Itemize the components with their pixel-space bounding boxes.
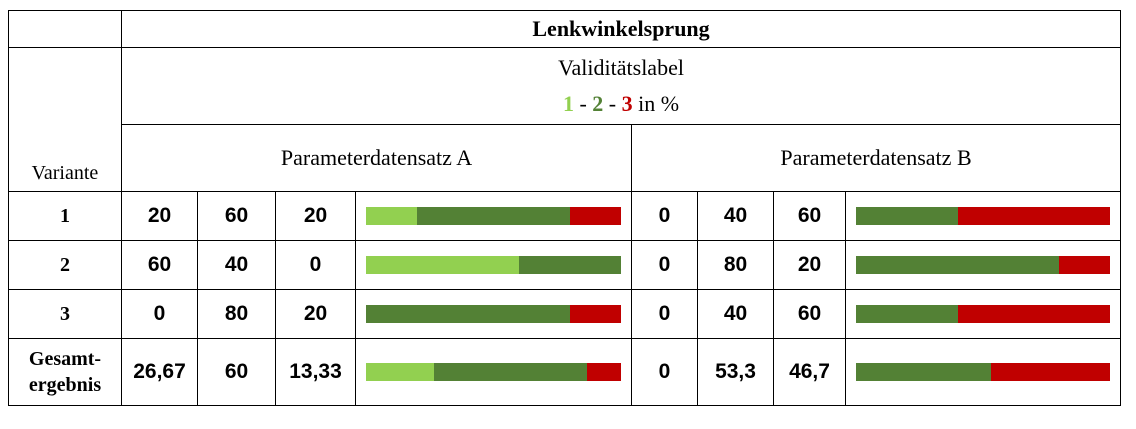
row-label: 3: [8, 289, 122, 339]
value-label-3: 46,7: [773, 338, 846, 406]
table-title: Lenkwinkelsprung: [120, 10, 1122, 48]
bar-segment-label-2: [856, 256, 1060, 274]
param-set-b-header: Parameterdatensatz B: [630, 124, 1122, 192]
distribution-bar: [856, 305, 1111, 323]
value-label-2: 60: [197, 191, 276, 241]
row-label: 2: [8, 240, 122, 290]
variant-header: Variante: [8, 47, 122, 192]
value-label-2: 80: [197, 289, 276, 339]
row-label-total: Gesamt- ergebnis: [8, 338, 122, 406]
value-label-1: 20: [121, 191, 198, 241]
value-label-2: 40: [697, 289, 774, 339]
distribution-bar-cell: [355, 338, 632, 406]
value-label-3: 0: [275, 240, 356, 290]
bar-segment-label-2: [519, 256, 621, 274]
value-label-3: 13,33: [275, 338, 356, 406]
bar-segment-label-3: [570, 207, 621, 225]
bar-segment-label-3: [570, 305, 621, 323]
value-label-1: 0: [631, 240, 698, 290]
legend-label-2: 2: [592, 91, 604, 116]
validity-label-header: Validitätslabel 1 - 2 - 3 in %: [120, 47, 1122, 125]
legend-label-1: 1: [562, 91, 574, 116]
row-label: 1: [8, 191, 122, 241]
bar-segment-label-3: [991, 363, 1111, 381]
validity-table: Lenkwinkelsprung Variante Validitätslabe…: [8, 10, 1122, 406]
value-label-1: 0: [121, 289, 198, 339]
legend-suffix: in %: [632, 91, 680, 116]
bar-segment-label-3: [957, 207, 1111, 225]
distribution-bar-cell: [355, 240, 632, 290]
bar-segment-label-2: [856, 207, 958, 225]
distribution-bar: [366, 363, 621, 381]
distribution-bar-cell: [844, 191, 1122, 241]
legend-sep-1: -: [573, 91, 593, 116]
value-label-3: 20: [773, 240, 846, 290]
table-row: 1 20 60 20 0 40 60: [8, 191, 1122, 241]
value-label-3: 60: [773, 289, 846, 339]
corner-cell: [8, 10, 122, 48]
bar-segment-label-1: [366, 207, 417, 225]
bar-segment-label-3: [587, 363, 621, 381]
value-label-1: 26,67: [121, 338, 198, 406]
legend-label-3: 3: [621, 91, 633, 116]
table-row-total: Gesamt- ergebnis 26,67 60 13,33 0 53,3 4…: [8, 338, 1122, 406]
bar-segment-label-2: [856, 363, 992, 381]
value-label-2: 40: [197, 240, 276, 290]
bar-segment-label-2: [417, 207, 570, 225]
table-row: 3 0 80 20 0 40 60: [8, 289, 1122, 339]
bar-segment-label-2: [856, 305, 958, 323]
value-label-1: 0: [631, 289, 698, 339]
value-label-3: 60: [773, 191, 846, 241]
value-label-3: 20: [275, 191, 356, 241]
bar-segment-label-2: [366, 305, 570, 323]
value-label-1: 0: [631, 191, 698, 241]
row-label-line-2: ergebnis: [28, 374, 102, 396]
distribution-bar-cell: [844, 289, 1122, 339]
distribution-bar: [366, 305, 621, 323]
distribution-bar-cell: [844, 338, 1122, 406]
bar-segment-label-1: [366, 256, 519, 274]
value-label-1: 60: [121, 240, 198, 290]
row-label-line-1: Gesamt-: [28, 348, 102, 370]
distribution-bar: [366, 207, 621, 225]
distribution-bar: [856, 363, 1111, 381]
validity-label-legend: 1 - 2 - 3 in %: [122, 86, 1120, 122]
bar-segment-label-3: [1059, 256, 1111, 274]
value-label-1: 0: [631, 338, 698, 406]
legend-sep-2: -: [603, 91, 622, 116]
distribution-bar-cell: [355, 191, 632, 241]
validity-label-text: Validitätslabel: [558, 55, 684, 80]
distribution-bar: [366, 256, 621, 274]
value-label-2: 80: [697, 240, 774, 290]
distribution-bar: [856, 207, 1111, 225]
distribution-bar: [856, 256, 1111, 274]
table-row: 2 60 40 0 0 80 20: [8, 240, 1122, 290]
value-label-2: 40: [697, 191, 774, 241]
value-label-2: 53,3: [697, 338, 774, 406]
bar-segment-label-1: [366, 363, 434, 381]
value-label-2: 60: [197, 338, 276, 406]
param-set-a-header: Parameterdatensatz A: [121, 124, 632, 192]
bar-segment-label-2: [434, 363, 587, 381]
bar-segment-label-3: [957, 305, 1111, 323]
distribution-bar-cell: [844, 240, 1122, 290]
distribution-bar-cell: [355, 289, 632, 339]
value-label-3: 20: [275, 289, 356, 339]
